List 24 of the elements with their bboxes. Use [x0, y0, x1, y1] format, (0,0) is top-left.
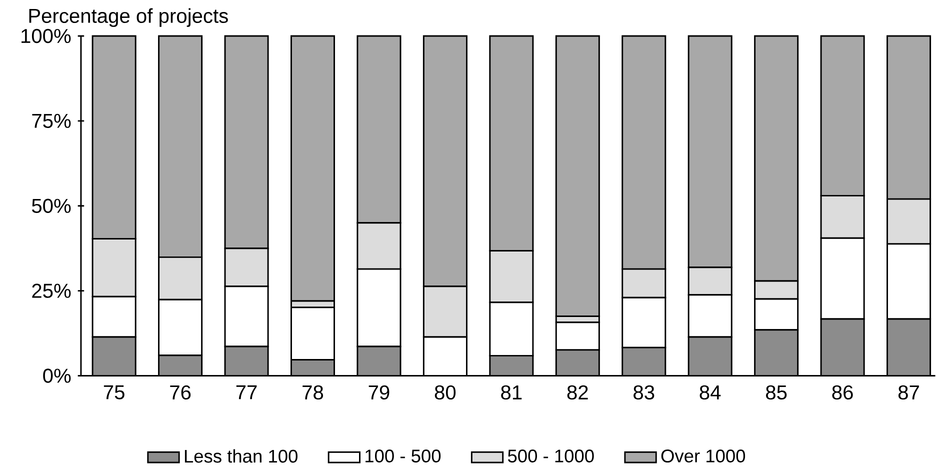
bar [555, 35, 600, 318]
y-tick-label: 50% [32, 198, 71, 214]
legend-label: Less than 100 [184, 450, 298, 463]
x-tick-label: 78 [302, 386, 324, 400]
y-tick-label: 75% [32, 114, 71, 128]
x-tick-label: 84 [700, 386, 721, 400]
y-tick-label: 100% [22, 29, 71, 44]
x-tick-label: 79 [368, 386, 390, 400]
x-tick-label: 83 [634, 386, 654, 400]
x-tick-label: 87 [898, 386, 919, 400]
x-tick-label: 76 [170, 386, 191, 400]
legend-label: Over 1000 [661, 450, 746, 463]
x-tick-label: 86 [832, 386, 853, 400]
x-tick-label: 77 [236, 386, 257, 400]
x-tick-label: 81 [501, 386, 522, 400]
x-tick-label: 82 [567, 386, 588, 400]
x-tick-label: 75 [104, 386, 124, 400]
y-tick-label: 0% [43, 368, 71, 384]
legend-label: 500 - 1000 [508, 450, 594, 463]
legend-label: 100 - 500 [366, 450, 441, 463]
y-tick-label: 25% [32, 284, 71, 298]
x-tick-label: 80 [434, 386, 456, 400]
x-tick-label: 85 [766, 386, 787, 400]
y-axis-title: Percentage of projects [29, 8, 228, 28]
